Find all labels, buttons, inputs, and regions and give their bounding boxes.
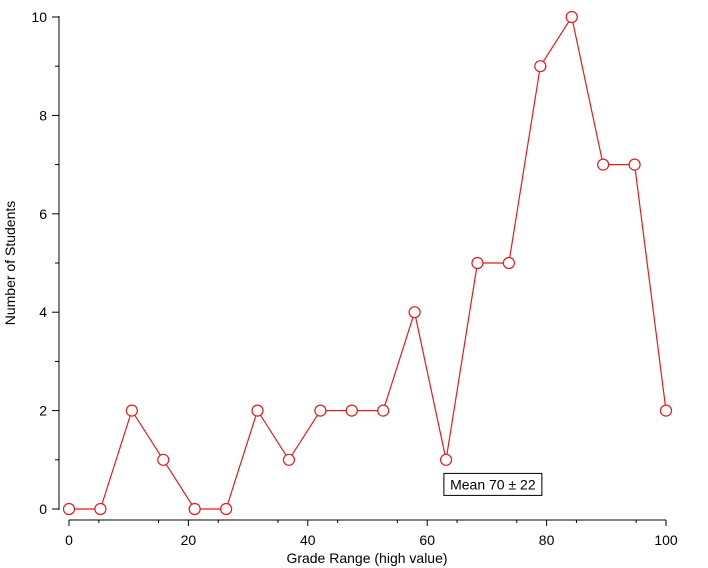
data-point <box>62 502 76 516</box>
data-point <box>314 404 327 417</box>
x-tick-label: 80 <box>539 532 555 548</box>
annotation-group: Mean 70 ± 22 <box>443 472 543 496</box>
data-point <box>408 306 421 319</box>
x-tick-label: 20 <box>181 532 197 548</box>
y-tick-label: 8 <box>39 107 47 123</box>
y-tick-label: 2 <box>39 403 47 419</box>
annotation-text: Mean 70 ± 22 <box>450 476 536 492</box>
x-tick-label: 100 <box>654 532 678 548</box>
series-group <box>62 10 673 516</box>
y-tick-label: 10 <box>31 9 47 25</box>
x-tick-label: 60 <box>419 532 435 548</box>
series-line <box>69 15 667 510</box>
tick-group: 0 20 40 60 80 100 0 2 4 6 8 10 <box>31 9 677 548</box>
data-point <box>94 502 107 516</box>
data-point <box>125 404 138 417</box>
data-point <box>188 502 201 516</box>
annotation-box <box>443 472 543 496</box>
data-point <box>471 256 484 270</box>
data-point <box>628 158 641 171</box>
x-tick-label: 0 <box>65 532 73 548</box>
data-point <box>345 404 358 417</box>
data-point <box>377 404 390 417</box>
data-point <box>251 404 264 417</box>
x-axis-title: Grade Range (high value) <box>286 550 447 566</box>
data-point <box>534 60 547 73</box>
data-point <box>157 453 170 466</box>
data-point <box>439 453 453 466</box>
y-axis-title: Number of Students <box>2 201 18 326</box>
y-tick-label: 4 <box>39 304 47 320</box>
y-tick-label: 6 <box>39 206 47 222</box>
axes <box>58 16 666 521</box>
x-tick-label: 40 <box>300 532 316 548</box>
data-point <box>659 404 673 417</box>
data-point <box>597 158 610 171</box>
data-point <box>502 256 515 270</box>
data-point <box>282 453 296 466</box>
y-tick-label: 0 <box>39 501 47 517</box>
data-point <box>220 502 233 516</box>
data-point <box>565 10 578 24</box>
